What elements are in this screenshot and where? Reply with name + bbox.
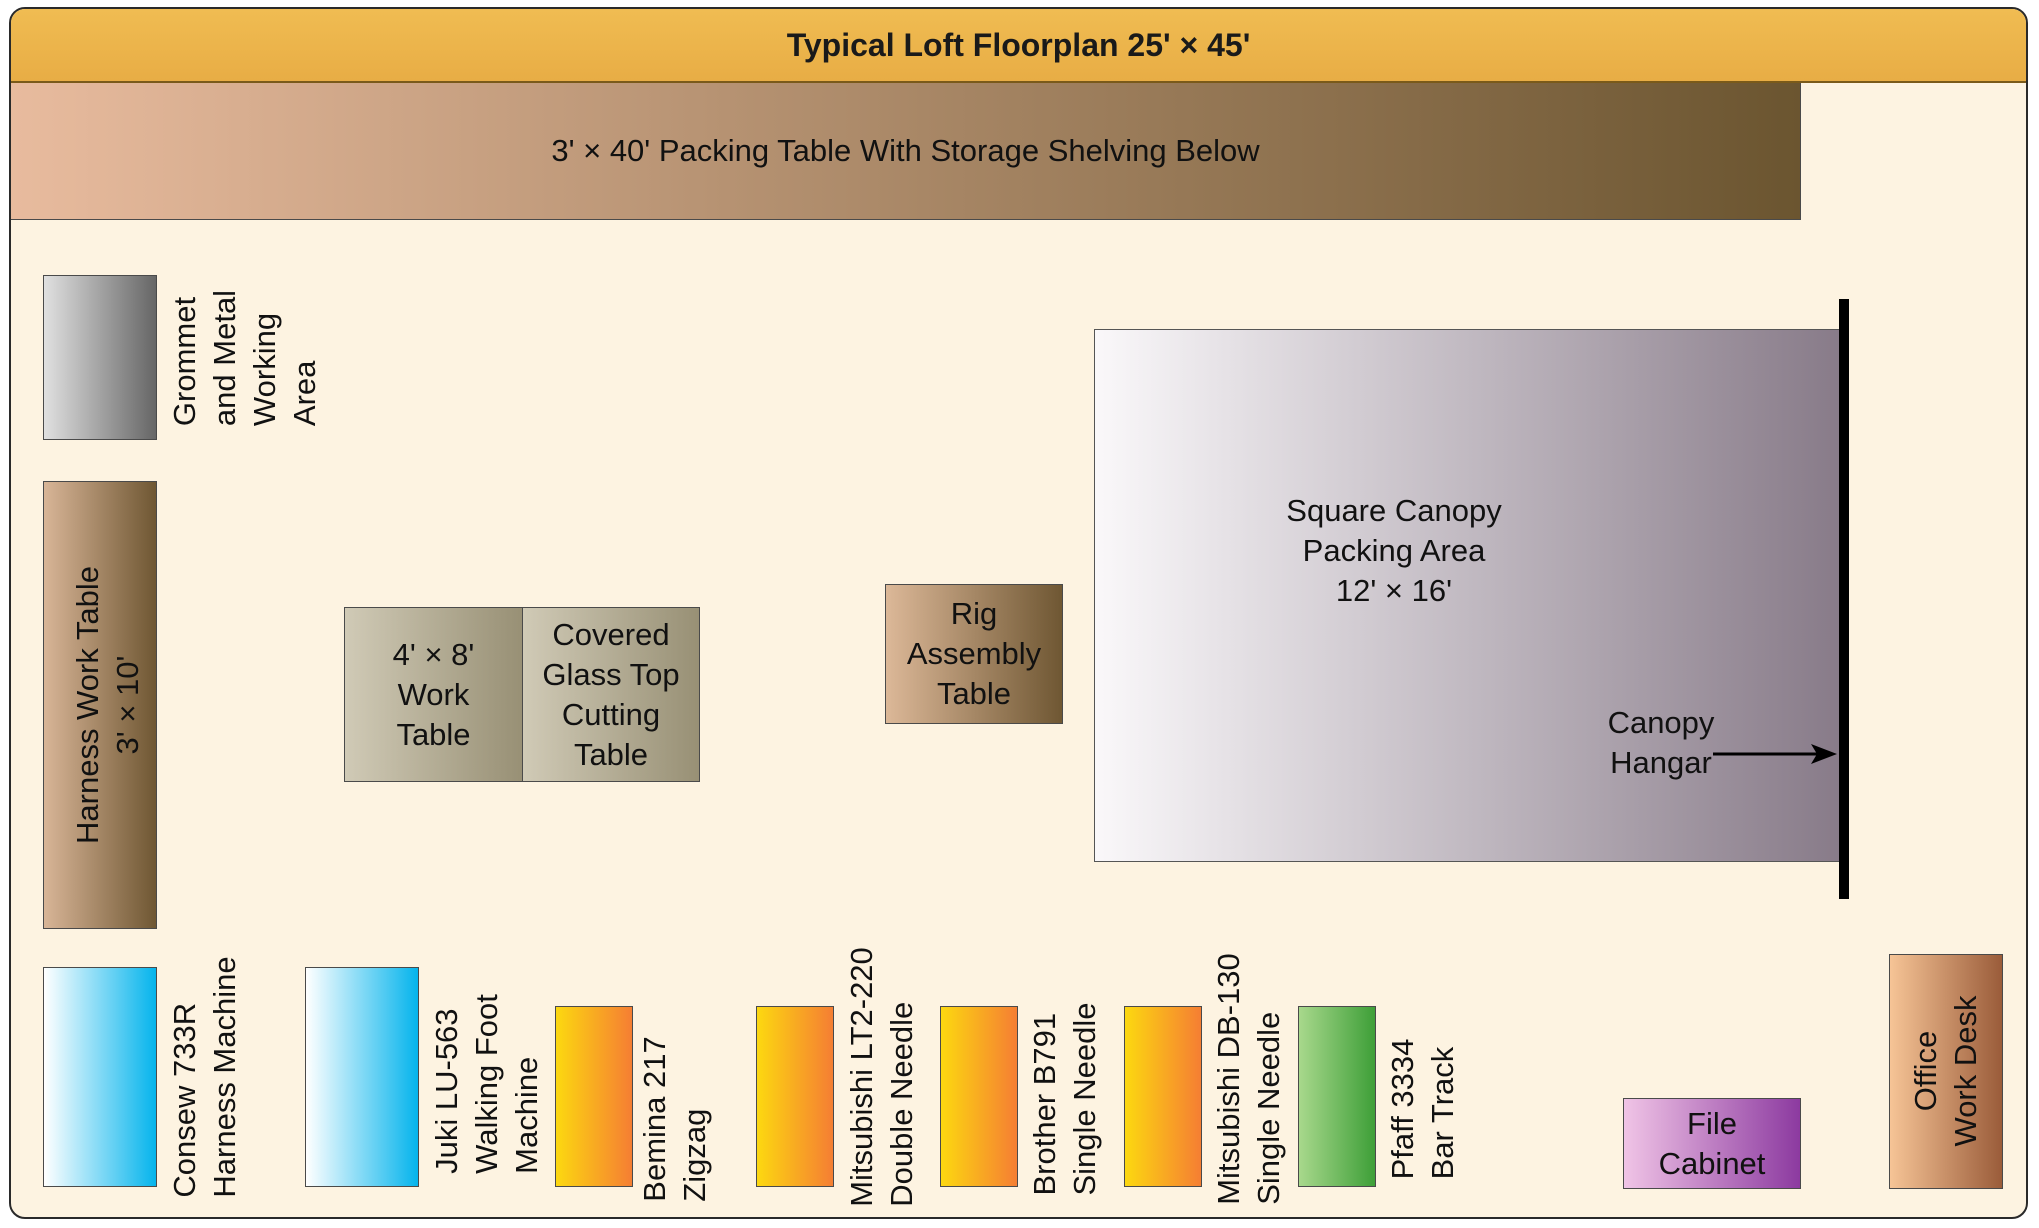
office-work-desk-label: Office Work Desk <box>1908 995 1983 1147</box>
juki-machine <box>305 967 419 1187</box>
packing-table: 3' × 40' Packing Table With Storage Shel… <box>11 83 1801 220</box>
mitsubishi-lt2-machine <box>756 1006 834 1187</box>
juki-machine-label: Juki LU-563 Walking Foot Machine <box>429 994 544 1174</box>
packing-table-label: 3' × 40' Packing Table With Storage Shel… <box>551 133 1260 168</box>
office-work-desk <box>1889 954 2003 1189</box>
cutting-table: Covered Glass Top Cutting Table <box>522 607 700 782</box>
file-cabinet: File Cabinet <box>1623 1098 1801 1189</box>
mitsubishi-lt2-machine-label: Mitsubishi LT2-220 Double Needle <box>844 947 919 1207</box>
harness-work-table <box>43 481 157 929</box>
mitsubishi-db-machine-label: Mitsubishi DB-130 Single Needle <box>1211 953 1286 1205</box>
pfaff-machine-label: Pfaff 3334 Bar Track <box>1385 1038 1460 1180</box>
harness-work-table-label: Harness Work Table 3' × 10' <box>70 566 145 844</box>
grommet-area-label: Grommet and Metal Working Area <box>167 289 322 427</box>
grommet-area <box>43 275 157 440</box>
floorplan-title: Typical Loft Floorplan 25' × 45' <box>11 9 2026 83</box>
canopy-hangar-label: Canopy Hangar <box>1607 705 1715 780</box>
work-table-label: 4' × 8' Work Table <box>392 636 475 752</box>
rig-assembly-table-label: Rig Assembly Table <box>906 596 1042 711</box>
canopy-hangar-bar <box>1839 299 1849 899</box>
canopy-hangar-arrow-icon <box>1713 744 1837 764</box>
consew-machine-label: Consew 733R Harness Machine <box>167 956 242 1198</box>
pfaff-machine <box>1298 1006 1376 1187</box>
canopy-packing-area <box>1094 329 1846 862</box>
bemina-machine <box>555 1006 633 1187</box>
brother-machine-label: Brother B791 Single Needle <box>1027 1002 1102 1196</box>
bemina-machine-label: Bemina 217 Zigzag <box>637 1036 712 1202</box>
cutting-table-label: Covered Glass Top Cutting Table <box>542 616 680 772</box>
file-cabinet-label: File Cabinet <box>1658 1105 1766 1181</box>
floorplan-frame: Typical Loft Floorplan 25' × 45' 3' × 40… <box>9 7 2028 1219</box>
canopy-packing-area-label: Square Canopy Packing Area 12' × 16' <box>1286 493 1502 608</box>
mitsubishi-db-machine <box>1124 1006 1202 1187</box>
work-table: 4' × 8' Work Table <box>344 607 523 782</box>
rig-assembly-table: Rig Assembly Table <box>885 584 1063 724</box>
brother-machine <box>940 1006 1018 1187</box>
consew-machine <box>43 967 157 1187</box>
